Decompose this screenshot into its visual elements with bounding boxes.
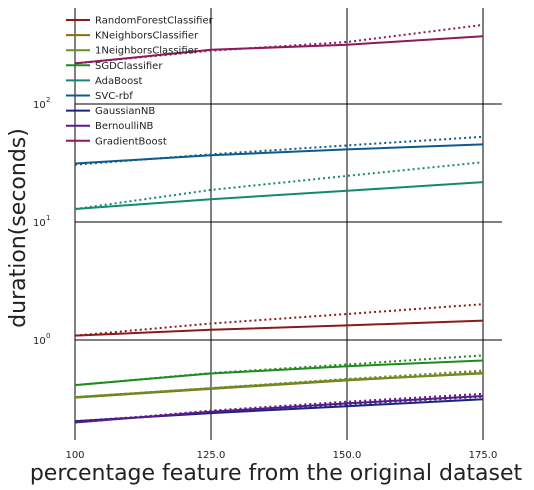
y-axis-label: duration(seconds) xyxy=(6,128,31,328)
legend-label: SGDClassifier xyxy=(95,61,163,72)
legend-label: AdaBoost xyxy=(95,76,142,87)
series-line-dotted xyxy=(74,303,484,337)
y-tick-label: 10 xyxy=(33,100,46,111)
x-tick-label: 125.0 xyxy=(197,450,226,461)
y-tick-exponent: 2 xyxy=(46,96,50,104)
legend: RandomForestClassifier KNeighborsClassifi… xyxy=(66,16,214,147)
legend-item: RandomForestClassifier xyxy=(66,16,214,27)
series-lines xyxy=(74,23,484,424)
series-line-dotted xyxy=(74,161,484,210)
series-line-solid xyxy=(74,395,484,424)
legend-item: AdaBoost xyxy=(66,76,142,87)
x-axis-label: percentage feature from the original dat… xyxy=(30,461,523,486)
legend-item: GradientBoost xyxy=(66,136,167,147)
x-tick-label: 100 xyxy=(65,450,84,461)
legend-item: SGDClassifier xyxy=(66,61,163,72)
series-line-solid xyxy=(74,319,484,337)
legend-item: KNeighborsClassifier xyxy=(66,31,199,42)
series-line-solid xyxy=(74,143,484,165)
series-line-dotted xyxy=(74,370,484,399)
x-tick-label: 150.0 xyxy=(333,450,362,461)
x-tick-label: 175.0 xyxy=(469,450,498,461)
legend-label: GaussianNB xyxy=(95,106,155,117)
y-tick-label: 10 xyxy=(33,336,46,347)
series-line-solid xyxy=(74,35,484,65)
y-tick-exponent: 1 xyxy=(46,214,50,222)
series-line-solid xyxy=(74,359,484,387)
legend-label: RandomForestClassifier xyxy=(95,16,214,27)
legend-item: 1NeighborsClassifier xyxy=(66,46,199,57)
y-tick-exponent: 0 xyxy=(46,332,50,340)
legend-item: GaussianNB xyxy=(66,106,155,117)
x-tick-labels: 100 125.0 150.0 175.0 xyxy=(65,450,497,461)
legend-item: BernoulliNB xyxy=(66,121,154,132)
series-line-dotted xyxy=(74,23,484,65)
legend-label: KNeighborsClassifier xyxy=(95,31,199,42)
y-tick-label: 10 xyxy=(33,218,46,229)
series-line-dotted xyxy=(74,354,484,387)
legend-label: GradientBoost xyxy=(95,136,167,147)
legend-item: SVC-rbf xyxy=(66,91,133,102)
gridlines xyxy=(74,8,502,440)
legend-label: 1NeighborsClassifier xyxy=(95,46,199,57)
legend-label: BernoulliNB xyxy=(95,121,154,132)
series-line-solid xyxy=(74,181,484,210)
legend-label: SVC-rbf xyxy=(95,91,133,102)
series-line-dotted xyxy=(74,135,484,166)
series-line-dotted xyxy=(74,392,484,424)
series-line-solid xyxy=(74,372,484,399)
